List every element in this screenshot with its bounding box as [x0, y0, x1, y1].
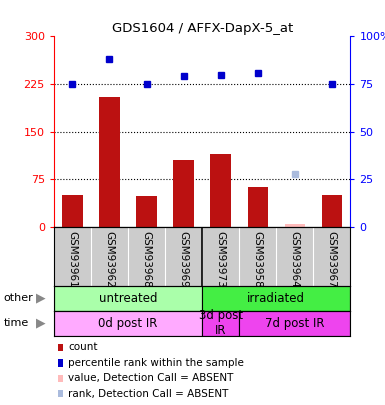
Text: GSM93967: GSM93967: [327, 232, 337, 288]
Text: GSM93964: GSM93964: [290, 232, 300, 288]
Text: percentile rank within the sample: percentile rank within the sample: [69, 358, 244, 368]
Text: 0d post IR: 0d post IR: [98, 317, 158, 330]
Bar: [54, 311, 202, 336]
Text: ▶: ▶: [35, 292, 45, 305]
Bar: [321, 195, 342, 227]
Bar: [202, 311, 239, 336]
Bar: [239, 311, 350, 336]
Text: GSM93968: GSM93968: [142, 232, 152, 288]
Bar: [202, 286, 350, 311]
Bar: [62, 195, 83, 227]
Text: GSM93962: GSM93962: [104, 232, 114, 288]
Text: GSM93969: GSM93969: [179, 232, 189, 288]
Bar: [211, 154, 231, 227]
Text: untreated: untreated: [99, 292, 157, 305]
Bar: [248, 188, 268, 227]
Text: irradiated: irradiated: [247, 292, 305, 305]
Bar: [173, 160, 194, 227]
Text: 3d post
IR: 3d post IR: [199, 309, 243, 337]
Text: time: time: [4, 318, 29, 328]
Text: GSM93973: GSM93973: [216, 232, 226, 288]
Text: rank, Detection Call = ABSENT: rank, Detection Call = ABSENT: [69, 389, 229, 399]
Text: ▶: ▶: [35, 317, 45, 330]
Title: GDS1604 / AFFX-DapX-5_at: GDS1604 / AFFX-DapX-5_at: [112, 22, 293, 35]
Text: value, Detection Call = ABSENT: value, Detection Call = ABSENT: [69, 373, 234, 383]
Text: count: count: [69, 343, 98, 352]
Bar: [54, 286, 202, 311]
Text: GSM93961: GSM93961: [67, 232, 77, 288]
Bar: [285, 224, 305, 227]
Text: GSM93958: GSM93958: [253, 232, 263, 288]
Bar: [136, 196, 157, 227]
Text: 7d post IR: 7d post IR: [265, 317, 325, 330]
Bar: [99, 97, 120, 227]
Text: other: other: [4, 293, 33, 303]
